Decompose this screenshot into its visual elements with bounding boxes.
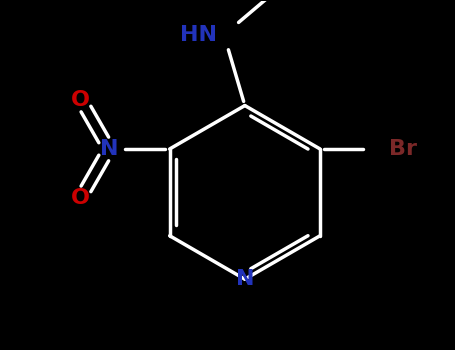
Text: N: N bbox=[100, 139, 118, 159]
Text: Br: Br bbox=[389, 139, 418, 159]
Text: O: O bbox=[71, 90, 90, 110]
Text: O: O bbox=[71, 188, 90, 208]
Text: N: N bbox=[236, 269, 254, 289]
Text: HN: HN bbox=[180, 25, 217, 45]
